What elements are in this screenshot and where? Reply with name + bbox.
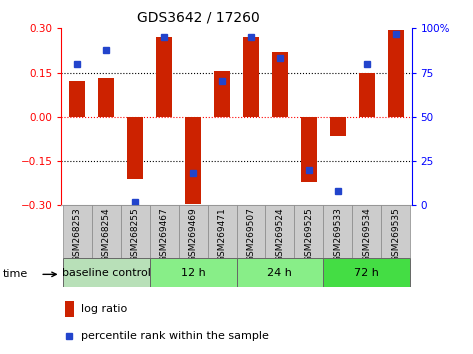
Text: 72 h: 72 h [354, 268, 379, 278]
Text: GSM269533: GSM269533 [333, 207, 342, 262]
Bar [236, 258, 323, 287]
Text: GSM269469: GSM269469 [189, 207, 198, 262]
Bar [127, 117, 143, 179]
Bar [272, 52, 288, 117]
Text: GSM269534: GSM269534 [362, 207, 371, 262]
Bar [359, 73, 375, 117]
Text: GSM268255: GSM268255 [131, 207, 140, 262]
Text: GDS3642 / 17260: GDS3642 / 17260 [137, 11, 260, 25]
Text: GSM269467: GSM269467 [160, 207, 169, 262]
Text: GSM268254: GSM268254 [102, 207, 111, 262]
Text: GSM269535: GSM269535 [391, 207, 400, 262]
Bar [98, 79, 114, 117]
Text: GSM269525: GSM269525 [304, 207, 313, 262]
Bar [121, 205, 150, 258]
Bar [388, 30, 403, 117]
Bar [65, 301, 74, 317]
Text: GSM269524: GSM269524 [275, 207, 284, 262]
Bar [179, 205, 208, 258]
Bar [156, 37, 172, 117]
Bar [150, 258, 236, 287]
Bar [63, 258, 150, 287]
Bar [63, 205, 92, 258]
Text: 12 h: 12 h [181, 268, 205, 278]
Bar [243, 37, 259, 117]
Text: GSM268253: GSM268253 [73, 207, 82, 262]
Bar [323, 205, 352, 258]
Bar [236, 205, 265, 258]
Bar [381, 205, 410, 258]
Bar [185, 117, 201, 204]
Text: time: time [2, 269, 27, 279]
Text: baseline control: baseline control [62, 268, 151, 278]
Bar [265, 205, 294, 258]
Bar [214, 71, 230, 117]
Bar [294, 205, 323, 258]
Bar [92, 205, 121, 258]
Text: GSM269471: GSM269471 [218, 207, 227, 262]
Bar [150, 205, 179, 258]
Text: GSM269507: GSM269507 [246, 207, 255, 262]
Bar [70, 81, 85, 117]
Text: log ratio: log ratio [81, 304, 127, 314]
Bar [208, 205, 236, 258]
Bar [330, 117, 346, 136]
Bar [352, 205, 381, 258]
Text: 24 h: 24 h [267, 268, 292, 278]
Text: percentile rank within the sample: percentile rank within the sample [81, 331, 269, 341]
Bar [323, 258, 410, 287]
Bar [301, 117, 317, 182]
